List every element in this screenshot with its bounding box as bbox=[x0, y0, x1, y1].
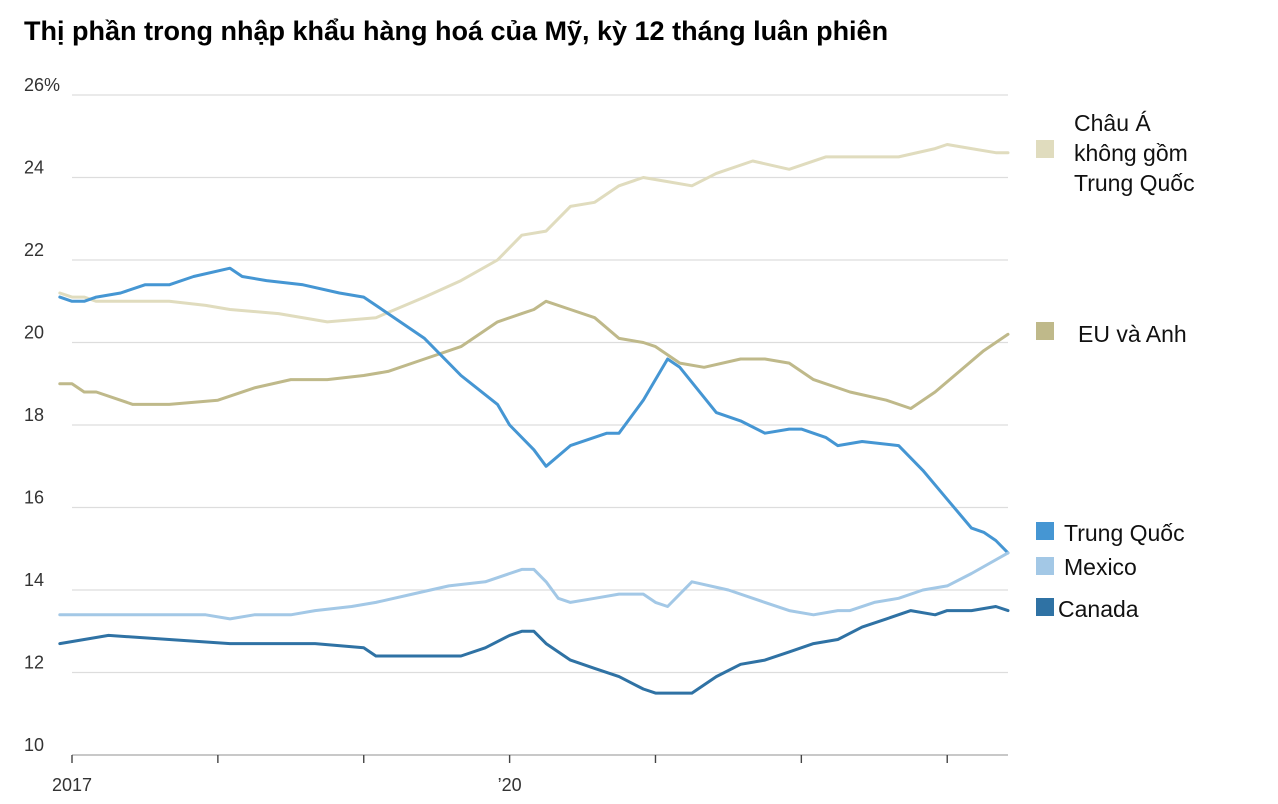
legend-label-4: Mexico bbox=[1064, 554, 1137, 580]
y-axis: 26% 24 22 20 18 16 14 12 10 bbox=[24, 75, 60, 755]
legend-swatch-1 bbox=[1036, 140, 1054, 158]
series-line-1 bbox=[58, 143, 1010, 324]
y-tick-label: 16 bbox=[24, 488, 44, 508]
series-lines bbox=[58, 143, 1010, 695]
legend-swatch-3 bbox=[1036, 522, 1054, 540]
series-line-2 bbox=[58, 299, 1010, 410]
x-tick-label: 2017 bbox=[52, 775, 92, 795]
x-axis: 2017 ’20 bbox=[52, 754, 1008, 795]
chart-title: Thị phần trong nhập khẩu hàng hoá của Mỹ… bbox=[24, 16, 889, 46]
x-tick-label: ’20 bbox=[498, 775, 522, 795]
y-tick-label: 14 bbox=[24, 570, 44, 590]
series-line-3 bbox=[58, 266, 1010, 555]
legend-swatch-5 bbox=[1036, 598, 1054, 616]
legend-label-2: EU và Anh bbox=[1078, 321, 1187, 347]
y-tick-label: 10 bbox=[24, 735, 44, 755]
legend-swatch-4 bbox=[1036, 557, 1054, 575]
legend-swatch-2 bbox=[1036, 322, 1054, 340]
series-line-5 bbox=[58, 605, 1010, 695]
legend-label-5: Canada bbox=[1058, 596, 1139, 622]
legend-label-3: Trung Quốc bbox=[1064, 520, 1185, 546]
series-line-4 bbox=[58, 551, 1010, 621]
y-tick-label: 12 bbox=[24, 653, 44, 673]
y-tick-label: 24 bbox=[24, 158, 44, 178]
y-tick-label: 26% bbox=[24, 75, 60, 95]
y-tick-label: 22 bbox=[24, 240, 44, 260]
y-tick-label: 18 bbox=[24, 405, 44, 425]
y-tick-label: 20 bbox=[24, 323, 44, 343]
grid-lines bbox=[72, 94, 1008, 756]
